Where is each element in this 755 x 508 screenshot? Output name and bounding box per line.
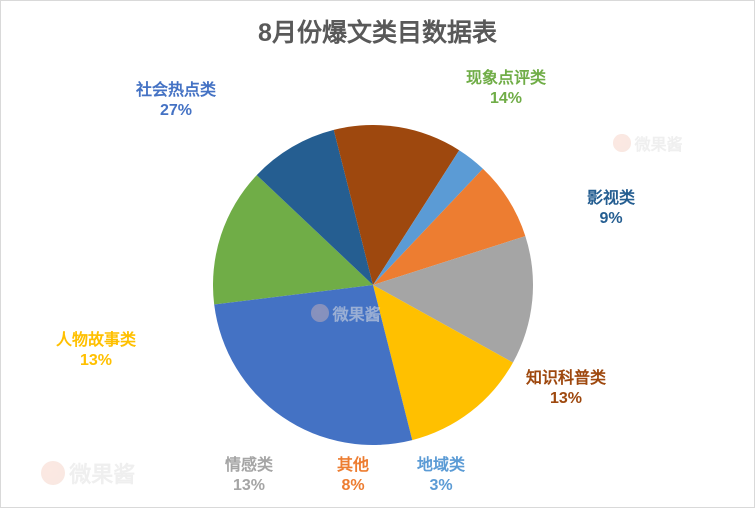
watermark-text: 微果酱 bbox=[635, 131, 683, 155]
pie-svg bbox=[213, 125, 533, 445]
slice-label-pct: 13% bbox=[526, 389, 606, 409]
slice-label-pct: 13% bbox=[56, 351, 136, 371]
slice-label: 社会热点类27% bbox=[136, 81, 216, 121]
slice-label-name: 知识科普类 bbox=[526, 369, 606, 389]
chart-title: 8月份爆文类目数据表 bbox=[1, 13, 754, 49]
pie-chart bbox=[213, 125, 533, 445]
slice-label: 知识科普类13% bbox=[526, 369, 606, 409]
slice-label-name: 其他 bbox=[337, 456, 369, 476]
watermark: 微果酱 bbox=[41, 457, 135, 489]
slice-label: 其他8% bbox=[337, 456, 369, 496]
slice-label-pct: 9% bbox=[587, 209, 635, 229]
slice-label-pct: 3% bbox=[417, 476, 465, 496]
slice-label-pct: 14% bbox=[466, 89, 546, 109]
watermark: 微果酱 bbox=[613, 131, 683, 155]
flame-icon bbox=[41, 461, 65, 485]
watermark-text: 微果酱 bbox=[69, 457, 135, 489]
slice-label: 人物故事类13% bbox=[56, 331, 136, 371]
slice-label-name: 地域类 bbox=[417, 456, 465, 476]
slice-label: 现象点评类14% bbox=[466, 69, 546, 109]
slice-label-pct: 8% bbox=[337, 476, 369, 496]
chart-container: 8月份爆文类目数据表 现象点评类14%影视类9%知识科普类13%地域类3%其他8… bbox=[0, 0, 755, 508]
slice-label-name: 情感类 bbox=[225, 456, 273, 476]
flame-icon bbox=[613, 134, 631, 152]
slice-label-name: 现象点评类 bbox=[466, 69, 546, 89]
slice-label: 影视类9% bbox=[587, 189, 635, 229]
slice-label: 地域类3% bbox=[417, 456, 465, 496]
slice-label-pct: 13% bbox=[225, 476, 273, 496]
slice-label-name: 人物故事类 bbox=[56, 331, 136, 351]
slice-label: 情感类13% bbox=[225, 456, 273, 496]
slice-label-name: 影视类 bbox=[587, 189, 635, 209]
slice-label-pct: 27% bbox=[136, 101, 216, 121]
slice-label-name: 社会热点类 bbox=[136, 81, 216, 101]
